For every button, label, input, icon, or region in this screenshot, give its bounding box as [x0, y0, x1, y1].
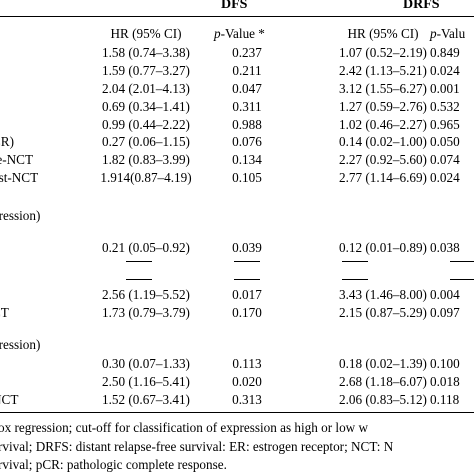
- drfs-p-cell: 0.024: [430, 170, 460, 185]
- drfs-p-dash: [450, 279, 474, 281]
- drfs-hr-cell: 2.15 (0.87–5.29): [339, 305, 427, 320]
- drfs-p-cell: 0.849: [430, 45, 460, 60]
- drfs-p-cell: 0.018: [430, 374, 460, 389]
- drfs-header: DRFS: [403, 0, 440, 12]
- dfs-p-cell: 0.020: [232, 374, 262, 389]
- dfs-hr-header: HR (95% CI): [110, 26, 182, 41]
- drfs-p-cell: 0.097: [430, 305, 460, 320]
- dfs-p-cell: 0.170: [232, 305, 262, 320]
- dfs-pvalue-header: p-Value *: [214, 26, 265, 41]
- drfs-p-cell: 0.001: [430, 81, 460, 96]
- drfs-hr-cell: 0.18 (0.02–1.39): [339, 356, 427, 371]
- dfs-hr-cell: 1.914(0.87–4.19): [100, 170, 192, 185]
- drfs-hr-cell: 2.42 (1.13–5.21): [339, 63, 427, 78]
- section-title: pression): [0, 337, 41, 352]
- dfs-p-cell: 0.047: [232, 81, 262, 96]
- dfs-hr-dash: [126, 261, 152, 263]
- drfs-hr-cell: 1.27 (0.59–2.76): [339, 99, 427, 114]
- drfs-p-cell: 0.532: [430, 99, 460, 114]
- dfs-hr-cell: 1.73 (0.79–3.79): [102, 305, 190, 320]
- drfs-hr-cell: 2.77 (1.14–6.69): [339, 170, 427, 185]
- dfs-hr-cell: 0.99 (0.44–2.22): [102, 117, 190, 132]
- dfs-hr-cell: 0.27 (0.06–1.15): [102, 134, 190, 149]
- dfs-p-cell: 0.076: [232, 134, 262, 149]
- drfs-hr-header: HR (95% CI): [347, 26, 419, 41]
- dfs-p-dash: [234, 279, 260, 281]
- dfs-hr-cell: 1.58 (0.74–3.38): [102, 45, 190, 60]
- drfs-hr-cell: 2.06 (0.83–5.12): [339, 392, 427, 407]
- footnote-line: ox regression; cut-off for classificatio…: [0, 420, 369, 435]
- dfs-p-cell: 0.211: [232, 63, 262, 78]
- row-label: CT: [0, 305, 9, 320]
- dfs-hr-cell: 2.56 (1.19–5.52): [102, 287, 190, 302]
- drfs-hr-cell: 3.12 (1.55‒6.27): [339, 81, 427, 96]
- drfs-p-cell: 0.100: [430, 356, 460, 371]
- dfs-p-cell: 0.039: [232, 240, 262, 255]
- dfs-p-cell: 0.237: [232, 45, 262, 60]
- drfs-hr-cell: 0.12 (0.01–0.89): [339, 240, 427, 255]
- dfs-p-cell: 0.313: [232, 392, 262, 407]
- dfs-hr-cell: 0.21 (0.05–0.92): [102, 240, 190, 255]
- drfs-p-cell: 0.038: [430, 240, 460, 255]
- drfs-p-dash: [450, 261, 474, 263]
- row-label: NCT: [0, 392, 19, 407]
- dfs-hr-cell: 1.52 (0.67–3.41): [102, 392, 190, 407]
- drfs-p-cell: 0.004: [430, 287, 460, 302]
- dfs-p-cell: 0.017: [232, 287, 262, 302]
- dfs-hr-cell: 0.69 (0.34–1.41): [102, 99, 190, 114]
- drfs-hr-cell: 2.68 (1.18–6.07): [339, 374, 427, 389]
- dfs-p-cell: 0.311: [232, 99, 262, 114]
- dfs-p-cell: 0.988: [232, 117, 262, 132]
- drfs-hr-cell: 2.27 (0.92–5.60): [339, 152, 427, 167]
- drfs-hr-cell: 0.14 (0.02–1.00): [339, 134, 427, 149]
- drfs-hr-cell: 1.02 (0.46–2.27): [339, 117, 427, 132]
- dfs-p-cell: 0.113: [232, 356, 262, 371]
- dfs-hr-cell: 2.50 (1.16–5.41): [102, 374, 190, 389]
- drfs-p-cell: 0.118: [430, 392, 460, 407]
- drfs-pvalue-header: p-Valu: [430, 26, 466, 41]
- drfs-p-cell: 0.024: [430, 63, 460, 78]
- dfs-hr-cell: 2.04 (2.01–4.13): [102, 81, 190, 96]
- drfs-p-cell: 0.965: [430, 117, 460, 132]
- top-rule: [0, 16, 474, 17]
- dfs-header: DFS: [221, 0, 248, 12]
- dfs-hr-cell: 1.59 (0.77–3.27): [102, 63, 190, 78]
- drfs-hr-dash: [342, 261, 368, 263]
- footnote-line: rvival; pCR: pathologic complete respons…: [0, 457, 227, 472]
- drfs-p-cell: 0.050: [430, 134, 460, 149]
- row-label: re-NCT: [0, 152, 34, 167]
- dfs-p-cell: 0.105: [232, 170, 262, 185]
- dfs-hr-cell: 1.82 (0.83–3.99): [102, 152, 190, 167]
- drfs-p-cell: 0.074: [430, 152, 460, 167]
- drfs-hr-cell: 1.07 (0.52–2.19): [339, 45, 427, 60]
- row-label: CR): [0, 134, 14, 149]
- footnote-line: rvival; DRFS: distant relapse-free survi…: [0, 439, 394, 454]
- bottom-rule: [0, 412, 474, 413]
- dfs-hr-cell: 0.30 (0.07–1.33): [102, 356, 190, 371]
- row-label: ost-NCT: [0, 170, 39, 185]
- drfs-hr-dash: [342, 279, 368, 281]
- section-title: pression): [0, 208, 41, 223]
- dfs-p-dash: [234, 261, 260, 263]
- dfs-p-cell: 0.134: [232, 152, 262, 167]
- drfs-hr-cell: 3.43 (1.46–8.00): [339, 287, 427, 302]
- dfs-hr-dash: [126, 279, 152, 281]
